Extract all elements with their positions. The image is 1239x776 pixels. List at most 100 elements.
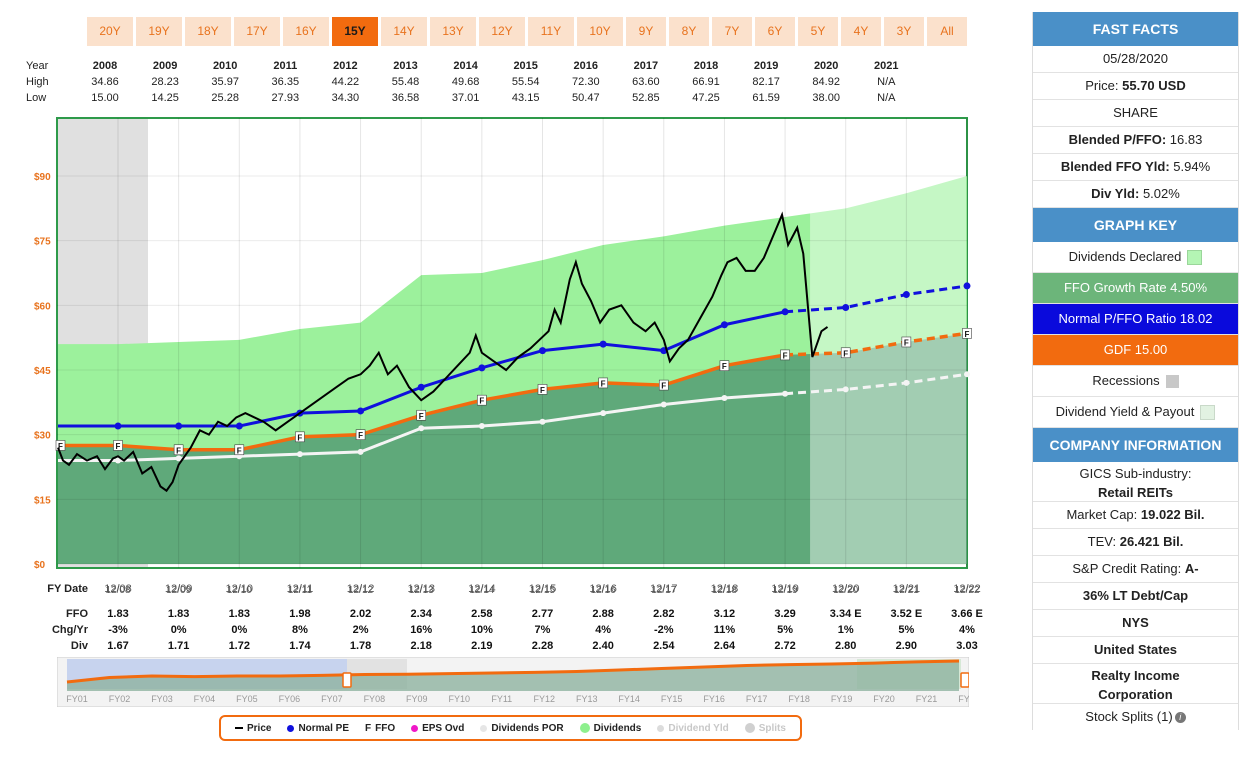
country: United States (1033, 637, 1238, 664)
key-ffo-growth[interactable]: FFO Growth Rate 4.50% (1033, 273, 1238, 304)
normal-pe-point (478, 364, 486, 372)
key-recessions[interactable]: Recessions (1033, 366, 1238, 397)
key-gdf[interactable]: GDF 15.00 (1033, 335, 1238, 366)
key-normal-pffo[interactable]: Normal P/FFO Ratio 18.02 (1033, 304, 1238, 335)
legend-item-eps-ovd[interactable]: EPS Ovd (411, 723, 464, 734)
company-info-header: COMPANY INFORMATION (1033, 428, 1238, 462)
tab-16y[interactable]: 16Y (283, 17, 329, 46)
ffo-marker (416, 409, 427, 421)
fy-date-cell: 12/14 (468, 583, 496, 595)
legend-label: Dividends (593, 722, 642, 734)
range-navigator[interactable]: FY01 FY02 FY03 FY04 FY05 FY06 FY07 FY08 FY09 FY10… (57, 657, 969, 707)
year-cell: 2009 (152, 60, 178, 72)
year-cell: 2019 (753, 60, 779, 72)
facts-pffo: Blended P/FFO: 16.83 (1033, 127, 1238, 154)
high-cell: 36.35 (271, 76, 300, 88)
tab-10y[interactable]: 10Y (577, 17, 623, 46)
x-tick-label: 12/08 (105, 585, 130, 596)
range-handle-icon[interactable] (342, 672, 352, 688)
range-handle-icon[interactable] (960, 672, 969, 688)
tab-20y[interactable]: 20Y (87, 17, 133, 46)
ffo-cell: 2.02 (349, 608, 372, 620)
div-cell: 2.80 (834, 640, 857, 652)
ffo-marker-label: F (904, 338, 909, 347)
chg-cell: 0% (170, 624, 187, 636)
legend-label: Normal PE (298, 722, 350, 734)
tab-11y[interactable]: 11Y (528, 17, 574, 46)
div-cell: 2.19 (471, 640, 493, 652)
ffo-line-estimate (785, 331, 968, 357)
tab-17y[interactable]: 17Y (234, 17, 280, 46)
fy-date-cell: 12/21 (892, 583, 921, 595)
info-icon[interactable]: i (1174, 712, 1186, 724)
legend-item-normal-pe[interactable]: Normal PE (287, 723, 349, 734)
navigator-year-label: FY21 (916, 694, 938, 704)
tab-12y[interactable]: 12Y (479, 17, 525, 46)
x-tick-label: 12/21 (894, 585, 919, 596)
legend-item-dividends-por[interactable]: Dividends POR (480, 723, 564, 734)
ffo-marker (477, 394, 487, 406)
chg-cell: 2% (352, 624, 369, 636)
x-tick-label: 12/15 (530, 585, 555, 596)
fy-date-cell: 12/17 (650, 583, 678, 595)
legend-item-dividend-yld[interactable]: Dividend Yld (657, 723, 729, 734)
fy-date-cell: 12/22 (953, 583, 981, 595)
tab-4y[interactable]: 4Y (841, 17, 881, 46)
tab-5y[interactable]: 5Y (798, 17, 838, 46)
navigator-ffo-line (66, 659, 960, 684)
x-tick-label: 12/09 (166, 585, 191, 596)
tab-6y[interactable]: 6Y (755, 17, 795, 46)
tab-18y[interactable]: 18Y (185, 17, 231, 46)
year-cell: 2012 (333, 60, 358, 72)
chg-cell: 5% (777, 624, 794, 636)
chg-cell: 0% (231, 624, 248, 636)
navigator-year-label: FY09 (406, 694, 428, 704)
legend-label: Splits (758, 722, 786, 734)
year-cell: 2008 (92, 60, 118, 72)
normal-pe-point (539, 347, 546, 355)
high-cell: 82.17 (752, 76, 780, 88)
tab-15y[interactable]: 15Y (332, 17, 378, 46)
tab-3y[interactable]: 3Y (884, 17, 924, 46)
high-cell: 66.91 (692, 76, 720, 88)
tab-all[interactable]: All (927, 17, 967, 46)
dividends-por-point (903, 379, 910, 386)
year-cell: 2014 (453, 60, 478, 72)
ffo-cell: 2.77 (531, 608, 554, 620)
legend-item-ffo[interactable]: F FFO (365, 723, 395, 734)
high-cell: 55.48 (391, 76, 420, 88)
key-dividends-declared[interactable]: Dividends Declared (1033, 242, 1238, 273)
legend-item-splits[interactable]: Splits (744, 722, 786, 734)
x-tick-label: 12/10 (227, 585, 252, 596)
fy-date-cell: 12/11 (286, 583, 314, 595)
tab-7y[interactable]: 7Y (712, 17, 752, 46)
yield-swatch-icon (1200, 404, 1216, 420)
legend-item-dividends[interactable]: Dividends (579, 722, 642, 734)
tab-14y[interactable]: 14Y (381, 17, 427, 46)
high-cell: 72.30 (572, 76, 600, 88)
key-dividend-yield[interactable]: Dividend Yield & Payout (1033, 397, 1238, 428)
tab-8y[interactable]: 8Y (669, 17, 709, 46)
dividends-por-point (296, 451, 303, 458)
tab-9y[interactable]: 9Y (626, 17, 666, 46)
div-cell: 2.18 (410, 640, 432, 652)
ffo-marker-label: F (783, 351, 788, 360)
dividends-por-line-estimate (784, 372, 968, 396)
dividends-por-point (721, 395, 728, 402)
div-cell: 1.78 (349, 640, 372, 652)
dividends-swatch-icon (1187, 249, 1203, 265)
navigator-area (67, 661, 959, 691)
high-cell: N/A (877, 76, 896, 88)
low-cell: 37.01 (451, 92, 480, 104)
chg-cell: 8% (291, 624, 308, 636)
stock-splits[interactable]: Stock Splits (1) i (1033, 704, 1238, 730)
price-line (57, 211, 829, 493)
ffo-marker-label: F (540, 386, 545, 395)
legend-marker-icon (744, 723, 755, 733)
legend-marker-icon (579, 723, 590, 733)
ffo-marker-label: F (419, 412, 424, 421)
year-cell: 2018 (693, 60, 719, 72)
tab-19y[interactable]: 19Y (136, 17, 182, 46)
tab-13y[interactable]: 13Y (430, 17, 476, 46)
legend-item-price[interactable]: Price (234, 723, 271, 734)
